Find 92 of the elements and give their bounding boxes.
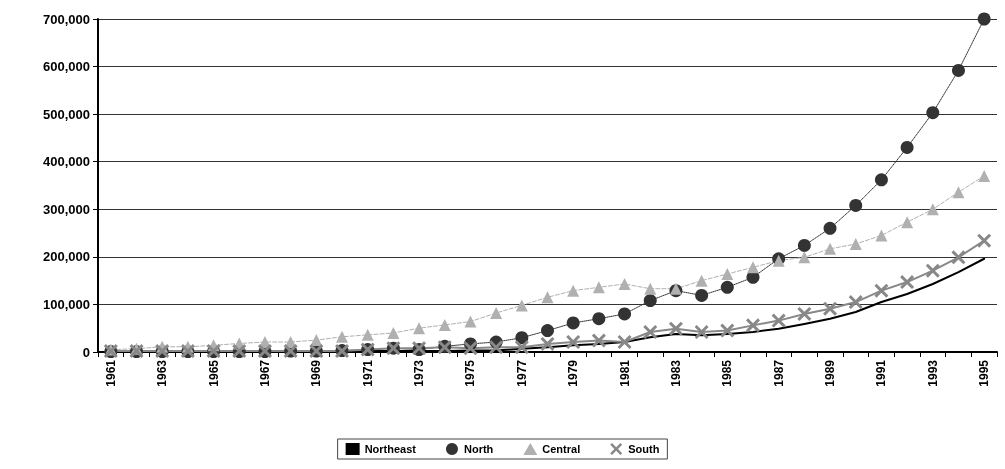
point [874,173,888,187]
point [874,283,889,298]
point [310,334,323,347]
point [541,324,554,338]
point [720,323,735,338]
y-tick-label: 300,000 [43,201,90,217]
point [823,301,838,316]
point [925,263,940,278]
x-tick-label: 1967 [257,359,272,387]
point [336,330,349,343]
point [643,325,658,340]
point [824,242,837,255]
point [900,275,915,290]
x-tick-label: 1961 [103,359,118,387]
x-tick-label: 1993 [925,359,940,387]
legend-label: South [628,443,660,455]
y-tick-label: 100,000 [43,296,90,312]
y-tick-label: 0 [82,344,90,360]
x-tick-label: 1987 [771,359,786,387]
x-tick-label: 1983 [668,359,683,387]
x-tick-label: 1981 [617,359,632,387]
point [797,306,812,321]
point [798,251,811,264]
point [668,321,683,336]
x-tick-label: 1985 [720,359,735,387]
point [797,238,811,252]
point [951,63,965,77]
point [875,229,888,242]
point [978,169,991,182]
x-tick-label: 1969 [309,359,324,387]
point [771,313,786,328]
point [849,198,863,212]
point [591,333,606,348]
point [618,307,632,321]
point [926,106,940,120]
legend-label: Central [542,443,581,455]
point [848,295,863,310]
point [566,335,581,350]
point [694,325,709,340]
point [567,284,580,297]
point [463,341,478,356]
point [592,312,606,326]
point [387,326,400,339]
point [901,216,914,229]
point [515,299,528,312]
x-tick-label: 1991 [874,359,889,387]
point [695,288,709,302]
point [952,186,965,199]
point [695,274,708,287]
point [977,233,992,248]
point [644,282,657,295]
legend-label: North [463,443,494,455]
point [721,267,734,280]
point [900,140,914,154]
y-tick-label: 200,000 [43,249,90,265]
x-tick-label: 1965 [206,359,221,387]
point [746,261,759,274]
point [361,328,374,341]
x-tick-label: 1971 [360,359,375,387]
point [951,250,966,265]
x-tick-label: 1977 [514,359,529,387]
point [745,318,760,333]
point [926,203,939,216]
point [643,294,657,308]
point [849,238,862,251]
legend-label: Northeast [364,443,417,455]
point [413,322,426,335]
point [490,306,503,319]
point [515,331,529,345]
point [592,281,605,294]
point [566,316,580,330]
x-tick-label: 1963 [155,359,170,387]
point [977,12,991,26]
point [464,315,477,328]
y-tick-label: 700,000 [43,11,90,27]
point [541,291,554,304]
point [514,340,529,355]
x-tick-label: 1979 [566,359,581,387]
x-tick-label: 1995 [977,359,992,387]
point [720,280,734,294]
point [618,277,631,290]
y-tick-label: 600,000 [43,59,90,75]
point [540,336,555,351]
point [617,335,632,350]
point [489,340,504,355]
point [438,318,451,331]
x-tick-label: 1973 [412,359,427,387]
x-tick-label: 1975 [463,359,478,387]
point [823,221,837,235]
x-tick-label: 1989 [823,359,838,387]
y-tick-label: 500,000 [43,106,90,122]
y-tick-label: 400,000 [43,154,90,170]
